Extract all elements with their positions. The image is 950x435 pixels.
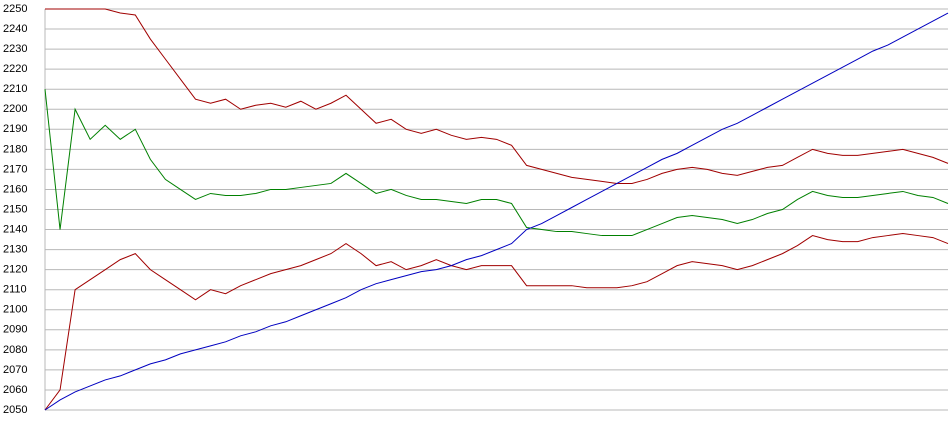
series-line: [44, 233, 949, 411]
y-tick-label: 2150: [3, 203, 27, 215]
y-tick-label: 2250: [3, 3, 27, 15]
series-line: [45, 8, 949, 184]
y-tick-label: 2070: [3, 364, 27, 376]
y-tick-label: 2200: [3, 103, 27, 115]
y-tick-label: 2160: [3, 183, 27, 195]
y-tick-label: 2120: [3, 264, 27, 276]
y-tick-label: 2230: [3, 43, 27, 55]
y-tick-label: 2050: [3, 404, 27, 416]
series-line: [44, 12, 949, 411]
y-tick-label: 2190: [3, 123, 27, 135]
y-tick-label: 2080: [3, 344, 27, 356]
y-tick-label: 2060: [3, 384, 27, 396]
y-tick-label: 2140: [3, 223, 27, 235]
y-tick-label: 2180: [3, 143, 27, 155]
series-line: [44, 89, 949, 237]
y-tick-label: 2210: [3, 83, 27, 95]
y-tick-label: 2170: [3, 163, 27, 175]
y-tick-label: 2130: [3, 244, 27, 256]
y-tick-label: 2110: [3, 284, 27, 296]
y-tick-label: 2220: [3, 63, 27, 75]
y-tick-label: 2100: [3, 304, 27, 316]
y-tick-label: 2090: [3, 324, 27, 336]
y-tick-label: 2240: [3, 23, 27, 35]
